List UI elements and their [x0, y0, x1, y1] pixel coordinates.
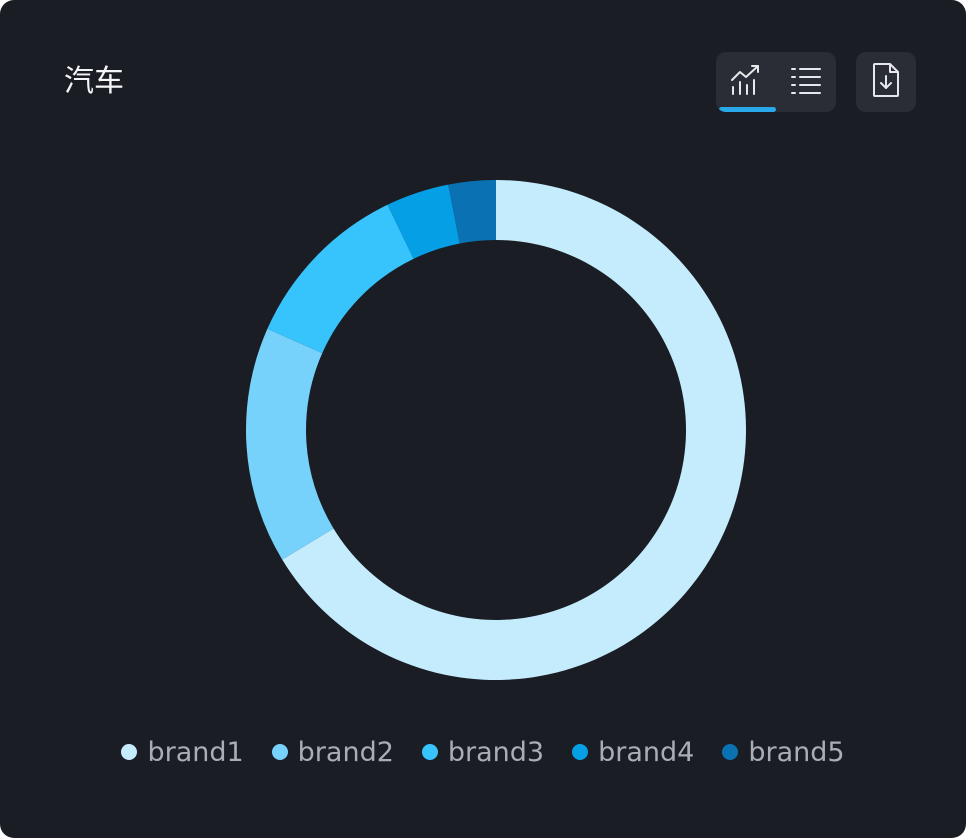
list-view-button[interactable] [776, 52, 836, 112]
chart-view-button[interactable] [716, 52, 776, 112]
legend-item-brand4[interactable]: brand4 [572, 737, 694, 768]
active-view-indicator [719, 107, 776, 112]
chart-title: 汽车 [64, 64, 124, 99]
legend-label: brand3 [447, 736, 545, 768]
legend-label: brand2 [297, 736, 394, 768]
file-download-icon [871, 62, 901, 102]
legend-label: brand1 [147, 736, 244, 768]
view-toggle-group [716, 52, 836, 112]
legend-item-brand2[interactable]: brand2 [271, 736, 394, 768]
donut-slice-brand3[interactable] [267, 204, 414, 354]
chart-legend: brand1 brand2 brand3 brand4 brand5 [0, 730, 966, 774]
legend-marker [121, 744, 138, 760]
legend-label: brand4 [598, 736, 695, 768]
legend-marker [572, 744, 589, 760]
export-button[interactable] [856, 52, 916, 112]
donut-slice-brand4[interactable] [387, 184, 460, 259]
chart-trend-icon [729, 63, 763, 101]
donut-slice-brand2[interactable] [246, 328, 334, 560]
legend-item-brand5[interactable]: brand5 [722, 736, 845, 768]
legend-marker [421, 744, 438, 760]
legend-label: brand5 [748, 736, 845, 768]
donut-slice-brand5[interactable] [448, 180, 496, 244]
legend-item-brand1[interactable]: brand1 [121, 736, 244, 768]
legend-marker [271, 744, 288, 760]
legend-marker [722, 744, 739, 760]
legend-item-brand3[interactable]: brand3 [421, 736, 545, 768]
list-icon [790, 64, 822, 100]
